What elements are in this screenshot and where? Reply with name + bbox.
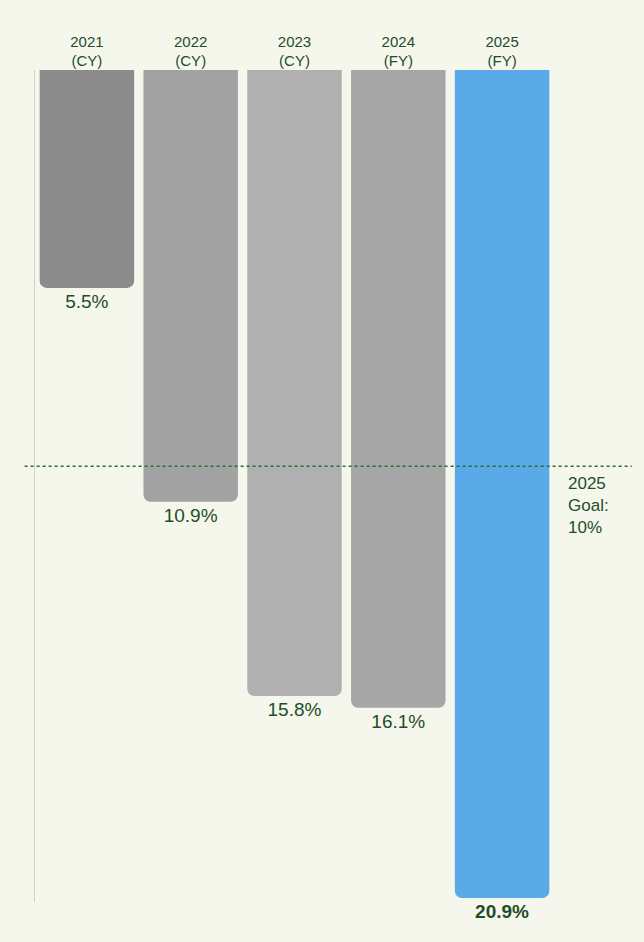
svg-text:2021(CY): 2021(CY) [70,33,103,70]
svg-text:2025Goal:10%: 2025Goal:10% [568,474,609,537]
svg-text:10.9%: 10.9% [164,505,218,526]
svg-text:20.9%: 20.9% [475,901,529,922]
svg-text:2023(CY): 2023(CY) [278,33,311,70]
svg-text:5.5%: 5.5% [65,291,108,312]
svg-text:2022(CY): 2022(CY) [174,33,207,70]
svg-text:2024(FY): 2024(FY) [382,33,415,70]
svg-text:15.8%: 15.8% [268,699,322,720]
svg-text:2025(FY): 2025(FY) [485,33,518,70]
svg-text:16.1%: 16.1% [371,711,425,732]
